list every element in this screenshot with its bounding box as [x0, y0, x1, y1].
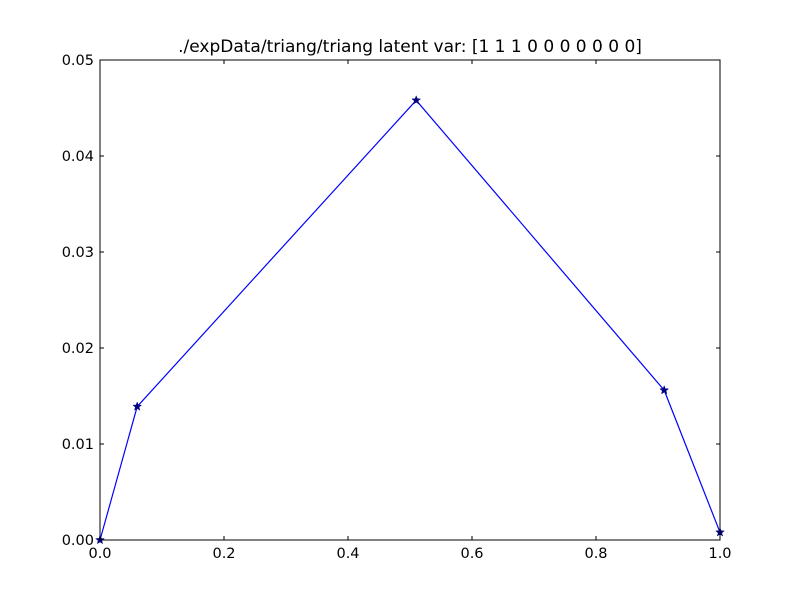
- y-tick-label: 0.00: [62, 533, 94, 549]
- data-point-marker: [411, 95, 422, 105]
- x-tick-label: 0.0: [88, 546, 111, 562]
- axis-ticks: 0.0 0.2 0.4 0.6 0.8 1.0 0.00 0.01 0.02 0.03 0.04 0.…: [62, 53, 732, 562]
- plot-area: [100, 60, 720, 540]
- chart-title: ./expData/triang/triang latent var: [1 1…: [178, 37, 642, 57]
- x-tick-label: 0.8: [584, 546, 607, 562]
- x-tick-label: 0.4: [336, 546, 359, 562]
- x-tick-label: 0.2: [212, 546, 235, 562]
- y-tick-label: 0.03: [62, 245, 94, 261]
- x-tick-label: 0.6: [460, 546, 483, 562]
- data-point-marker: [659, 385, 670, 395]
- x-tick-label: 1.0: [708, 546, 731, 562]
- y-tick-label: 0.02: [62, 341, 94, 357]
- y-tick-label: 0.01: [62, 437, 94, 453]
- y-tick-label: 0.04: [62, 149, 94, 165]
- data-point-marker: [132, 401, 143, 411]
- plot-frame: [99, 59, 721, 541]
- y-tick-label: 0.05: [62, 53, 94, 69]
